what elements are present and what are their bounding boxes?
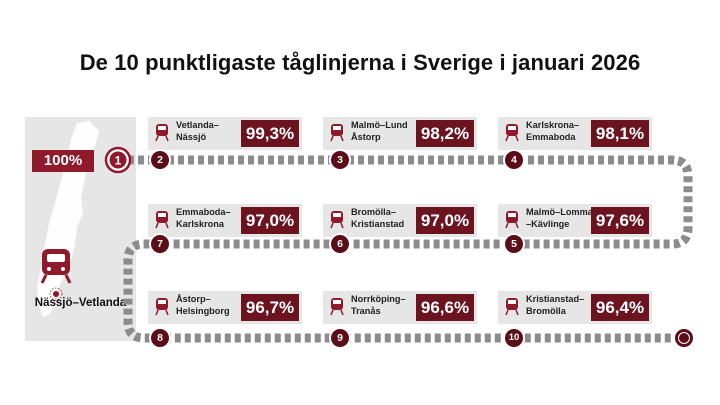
route-card-9: Norrköping– Tranås 96,6%: [323, 291, 477, 324]
page-title: De 10 punktligaste tåglinjerna i Sverige…: [79, 50, 641, 75]
rank-marker-5: 5: [505, 235, 523, 253]
route-card-8: Åstorp– Helsingborg 96,7%: [148, 291, 302, 324]
punctuality-value: 96,4%: [591, 294, 649, 321]
rank-marker-9: 9: [331, 329, 349, 347]
rank-marker-8: 8: [151, 329, 169, 347]
route-name-line2: Emmaboda: [526, 131, 576, 142]
route-name-line2: Karlskrona: [176, 218, 225, 229]
route-name-line1: Karlskrona–: [526, 120, 580, 130]
rank-marker-3: 3: [331, 151, 349, 169]
route-name-line2: –Kävlinge: [526, 218, 570, 229]
punctuality-value: 99,3%: [241, 120, 299, 147]
route-name-line2: Helsingborg: [176, 305, 230, 316]
route-card-7: Emmaboda– Karlskrona 97,0%: [148, 204, 302, 237]
map-label: Nässjö–Vetlanda: [34, 297, 127, 309]
train-icon: [330, 124, 344, 142]
rank-marker-10: 10: [505, 329, 523, 347]
punctuality-value: 98,1%: [591, 120, 649, 147]
rank-marker-6: 6: [331, 235, 349, 253]
train-icon: [155, 298, 169, 316]
route-name-line1: Malmö–Lund: [351, 120, 408, 130]
route-name-line2: Kristianstad: [351, 218, 405, 229]
route-card-3: Malmö–Lund Åstorp 98,2%: [323, 117, 477, 150]
punctuality-value: 96,7%: [241, 294, 299, 321]
route-name-line1: Vetlanda–: [176, 120, 219, 130]
top-badge: 100%: [32, 150, 94, 172]
rank-marker-2: 2: [151, 151, 169, 169]
route-name-line1: Kristianstad–: [526, 294, 585, 304]
location-dot-icon: [53, 291, 59, 297]
punctuality-value: 98,2%: [416, 120, 474, 147]
route-name-line1: Bromölla–: [351, 207, 396, 217]
train-icon: [505, 298, 519, 316]
punctuality-value: 96,6%: [416, 294, 474, 321]
train-icon: [330, 211, 344, 229]
route-name-line2: Tranås: [351, 305, 381, 316]
rank-marker-4: 4: [505, 151, 523, 169]
train-icon: [155, 211, 169, 229]
route-name-line1: Malmö–Lomma: [526, 207, 593, 217]
route-name-line1: Åstorp–: [176, 294, 211, 304]
route-name-line2: Åstorp: [351, 131, 381, 142]
end-marker: [673, 327, 695, 349]
train-icon: [505, 211, 519, 229]
rank-marker-7: 7: [151, 235, 169, 253]
train-icon: [155, 124, 169, 142]
start-number: 1: [115, 154, 122, 168]
punctuality-value: 97,0%: [416, 207, 474, 234]
route-name-line1: Emmaboda–: [176, 207, 231, 217]
route-name-line2: Nässjö: [176, 131, 207, 142]
map-train-icon: [40, 249, 72, 301]
route-card-6: Bromölla– Kristianstad 97,0%: [323, 204, 477, 237]
route-card-5: Malmö–Lomma –Kävlinge 97,6%: [498, 204, 652, 237]
punctuality-value: 97,0%: [241, 207, 299, 234]
route-name-line2: Bromölla: [526, 305, 566, 316]
route-card-4: Karlskrona– Emmaboda 98,1%: [498, 117, 652, 150]
train-icon: [505, 124, 519, 142]
train-icon: [330, 298, 344, 316]
route-name-line1: Norrköping–: [351, 294, 406, 304]
route-card-10: Kristianstad– Bromölla 96,4%: [498, 291, 652, 324]
punctuality-value: 97,6%: [591, 207, 649, 234]
route-card-2: Vetlanda– Nässjö 99,3%: [148, 117, 302, 150]
